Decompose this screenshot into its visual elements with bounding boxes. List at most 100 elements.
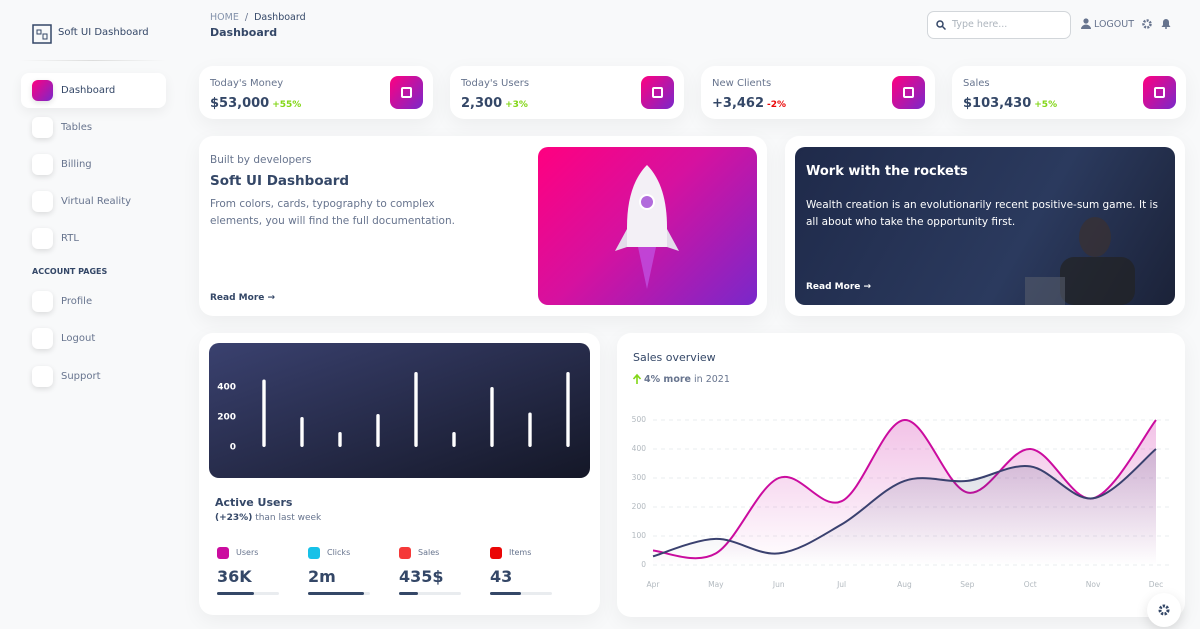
progress-bar — [308, 592, 364, 595]
chart-title: Sales overview — [633, 351, 716, 364]
nav-item[interactable]: Support — [61, 371, 101, 382]
card-text: Wealth creation is an evolutionarily rec… — [806, 199, 1158, 228]
nav-icon — [32, 328, 53, 349]
card-title: Work with the rockets — [806, 164, 968, 179]
nav-item[interactable]: RTL — [61, 233, 79, 244]
active-users-card: 0 200 400 Active Users (+23%) than last we… — [199, 333, 600, 615]
stat-change: +3% — [505, 100, 528, 110]
series-line — [652, 448, 1157, 558]
chart-background — [209, 343, 590, 478]
series-area — [653, 449, 1156, 565]
stat-value: $53,000 — [210, 96, 270, 111]
stat-row: +3,462 -2% — [712, 92, 786, 111]
stat-icon — [641, 76, 674, 109]
y-tick-label: 100 — [632, 531, 647, 540]
rocket-image — [538, 147, 757, 305]
stat-card: Today's Money $53,000 +55% — [199, 66, 433, 119]
y-tick-label: 500 — [632, 415, 647, 424]
nav-item[interactable]: Dashboard — [61, 85, 116, 96]
x-tick-label: Nov — [1086, 580, 1101, 589]
y-tick-label: 200 — [217, 413, 236, 423]
settings-fab[interactable] — [1147, 593, 1181, 627]
search-icon — [936, 20, 946, 30]
card-subtitle: (+23%) than last week — [215, 513, 321, 523]
rocket-illustration — [615, 165, 679, 289]
nav-item[interactable]: Tables — [61, 122, 93, 133]
metric-icon — [308, 547, 320, 559]
nav-item[interactable]: Profile — [61, 296, 93, 307]
metric-value: 2m — [308, 567, 336, 586]
settings-icon[interactable] — [1142, 19, 1152, 29]
progress-bar — [217, 592, 255, 595]
read-more[interactable]: Read More → — [210, 293, 276, 303]
search-box[interactable]: Type here... — [927, 11, 1071, 39]
stat-card: Today's Users 2,300 +3% — [450, 66, 684, 119]
bar — [300, 417, 304, 447]
rockets-card: Work with the rockets Wealth creation is… — [785, 136, 1185, 316]
user-icon — [1081, 18, 1091, 29]
stat-change: +5% — [1034, 100, 1058, 110]
stat-change: +55% — [272, 100, 302, 110]
stat-row: $53,000 +55% — [210, 92, 301, 111]
rockets-bg — [795, 147, 1175, 305]
nav-icon — [32, 80, 53, 101]
x-tick-label: Apr — [647, 580, 661, 589]
stat-label: New Clients — [712, 78, 772, 89]
line-chart: Sales overview 4% more in 2021 0 100 200 30… — [632, 351, 1170, 589]
divider — [20, 60, 166, 61]
metric-icon — [217, 547, 229, 559]
progress-bar — [490, 592, 521, 595]
nav-item[interactable]: Billing — [61, 159, 92, 170]
x-tick-label: Jun — [772, 580, 785, 589]
progress-track — [490, 592, 552, 595]
brand-logo — [32, 24, 52, 44]
stat-row: $103,430 +5% — [963, 92, 1057, 111]
y-tick-label: 200 — [632, 502, 647, 511]
progress-track — [399, 592, 461, 595]
brand-name: Soft UI Dashboard — [58, 27, 149, 38]
bar — [490, 387, 494, 447]
y-tick-label: 0 — [641, 560, 646, 569]
stat-value: $103,430 — [963, 96, 1032, 111]
metric-label: Sales — [418, 548, 440, 557]
breadcrumb-sep: / — [244, 12, 249, 23]
progress-bar — [399, 592, 418, 595]
breadcrumb-root[interactable]: HOME — [210, 12, 239, 23]
nav-icon — [32, 154, 53, 175]
sales-card: Sales overview 4% more in 2021 0 100 200 30… — [617, 333, 1185, 617]
read-more-text: Read More — [806, 282, 861, 292]
bar — [566, 372, 570, 447]
chart-subtitle: 4% more in 2021 — [644, 374, 730, 385]
stat-value: +3,462 — [712, 96, 765, 111]
y-tick-label: 300 — [632, 473, 647, 482]
x-tick-label: Oct — [1024, 580, 1037, 589]
nav-item[interactable]: Logout — [61, 333, 96, 344]
series-line — [652, 418, 1157, 560]
notification-icon[interactable] — [1161, 18, 1171, 29]
bar — [452, 432, 456, 447]
metric-label: Items — [509, 548, 532, 557]
breadcrumb-current: Dashboard — [254, 12, 306, 23]
nav-item[interactable]: Virtual Reality — [61, 196, 132, 207]
stat-row: 2,300 +3% — [461, 92, 528, 111]
subtitle-text: in 2021 — [694, 374, 730, 385]
logout-button[interactable]: LOGOUT — [1094, 19, 1135, 30]
stat-card: Sales $103,430 +5% — [952, 66, 1186, 119]
stat-label: Today's Money — [210, 78, 284, 89]
metric-label: Users — [236, 548, 259, 557]
metric-icon — [399, 547, 411, 559]
read-more-text: Read More — [210, 293, 265, 303]
eyebrow: Built by developers — [210, 154, 312, 166]
card-title: Soft UI Dashboard — [210, 173, 350, 189]
y-tick-label: 400 — [217, 383, 236, 393]
x-tick-label: Dec — [1149, 580, 1164, 589]
y-tick-label: 0 — [230, 443, 236, 453]
metric-value: 435$ — [399, 567, 444, 586]
read-more[interactable]: Read More → — [806, 282, 872, 292]
breadcrumb: HOME / Dashboard — [210, 12, 306, 23]
metric-icon — [490, 547, 502, 559]
highlight: 4% more — [644, 374, 691, 385]
stat-change: -2% — [767, 100, 787, 110]
bar-chart: 0 200 400 — [209, 343, 590, 478]
